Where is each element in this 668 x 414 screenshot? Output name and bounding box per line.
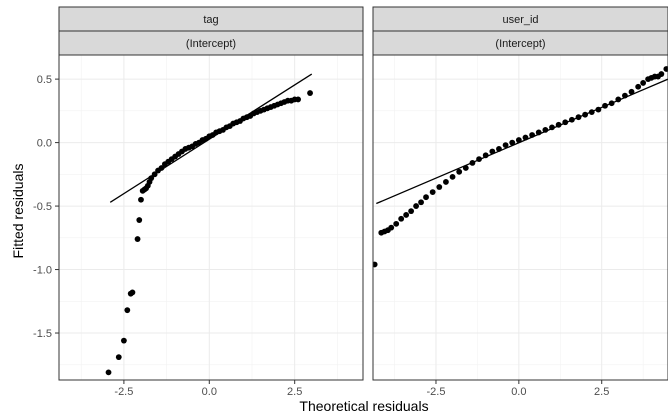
x-axis-title: Theoretical residuals [299, 398, 428, 414]
data-point [602, 103, 608, 109]
data-point [542, 127, 548, 133]
data-point [529, 132, 535, 138]
data-point [138, 197, 144, 203]
data-point [450, 174, 456, 180]
data-point [121, 338, 127, 344]
panel-background [373, 55, 668, 380]
data-point [509, 140, 515, 146]
data-point [489, 149, 495, 155]
data-point [456, 169, 462, 175]
data-point [423, 194, 429, 200]
x-tick-label: 0.0 [202, 386, 217, 398]
data-point [124, 307, 130, 313]
x-tick-label: 2.5 [287, 386, 302, 398]
data-point [622, 93, 628, 99]
data-point [430, 189, 436, 195]
data-point [582, 112, 588, 118]
data-point [629, 89, 635, 95]
data-point [549, 124, 555, 130]
data-point [135, 236, 141, 242]
data-point [398, 216, 404, 222]
facet-panel-1: tag (Intercept) -2.5 0.0 2.5 [59, 7, 363, 398]
data-point [295, 97, 301, 103]
y-tick-label: 0.5 [37, 74, 52, 86]
strip-bottom-label: (Intercept) [186, 38, 236, 50]
data-point [136, 217, 142, 223]
data-point [536, 130, 542, 136]
data-point [403, 212, 409, 218]
data-point [408, 208, 414, 214]
data-point [307, 90, 313, 96]
data-point [658, 71, 664, 77]
data-point [523, 135, 529, 141]
data-point [640, 80, 646, 86]
data-point [483, 152, 489, 158]
data-point [562, 119, 568, 125]
x-tick-label: -2.5 [426, 386, 445, 398]
data-point [463, 165, 469, 171]
y-axis-title: Fitted residuals [10, 164, 26, 259]
data-point [436, 184, 442, 190]
data-point [595, 107, 601, 113]
data-point [393, 221, 399, 227]
data-point [556, 122, 562, 128]
x-tick-label: -2.5 [114, 386, 133, 398]
data-point [443, 179, 449, 185]
strip-top-label: tag [203, 14, 218, 26]
data-point [589, 109, 595, 115]
y-tick-label: -0.5 [33, 201, 52, 213]
y-tick-label: -1.5 [33, 328, 52, 340]
data-point [476, 156, 482, 162]
strip-top-label: user_id [502, 14, 538, 26]
data-point [609, 100, 615, 106]
facet-panel-2: user_id (Intercept) -2.5 0.0 2.5 [372, 7, 668, 398]
facet-panels: 0.5 0.0 -0.5 -1.0 -1.5 tag (Intercept) -2.5 0.0 2… [33, 7, 668, 398]
x-tick-label: 2.5 [594, 386, 609, 398]
y-tick-label: -1.0 [33, 265, 52, 277]
data-point [418, 199, 424, 205]
data-point [130, 290, 136, 296]
data-point [615, 97, 621, 103]
data-point [106, 369, 112, 375]
data-point [576, 114, 582, 120]
data-point [516, 137, 522, 143]
x-tick-label: 0.0 [511, 386, 526, 398]
data-point [635, 84, 641, 90]
data-point [116, 354, 122, 360]
data-point [413, 203, 419, 209]
data-point [470, 160, 476, 166]
y-tick-label: 0.0 [37, 138, 52, 150]
panel-background [59, 55, 363, 380]
data-point [569, 117, 575, 123]
strip-bottom-label: (Intercept) [495, 38, 545, 50]
data-point [388, 225, 394, 231]
data-point [503, 142, 509, 148]
data-point [496, 146, 502, 152]
